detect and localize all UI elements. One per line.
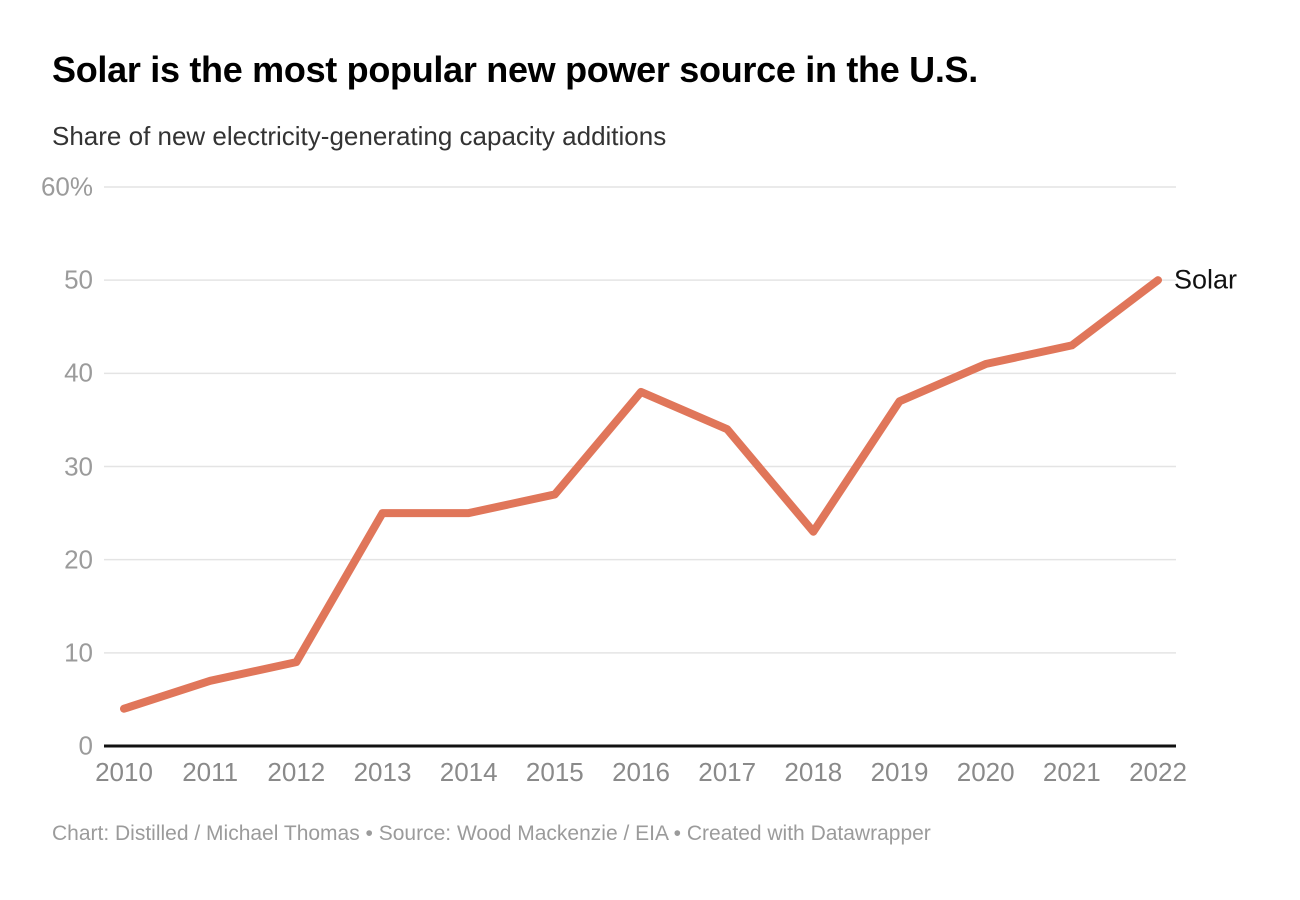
x-tick-label: 2017 xyxy=(698,757,757,787)
x-tick-label: 2015 xyxy=(525,757,584,787)
y-tick-label: 40 xyxy=(64,357,93,388)
x-tick-label: 2010 xyxy=(95,757,153,787)
x-tick-label: 2022 xyxy=(1129,757,1187,787)
y-tick-label: 50 xyxy=(64,264,93,295)
x-tick-label: 2011 xyxy=(182,757,239,787)
series-label-solar: Solar xyxy=(1174,264,1238,295)
y-tick-label: 10 xyxy=(64,637,93,668)
x-tick-label: 2013 xyxy=(353,757,412,787)
x-tick-label: 2021 xyxy=(1042,757,1101,787)
chart-footer: Chart: Distilled / Michael Thomas • Sour… xyxy=(52,822,931,845)
chart-subtitle: Share of new electricity-generating capa… xyxy=(52,121,667,151)
y-tick-label: 0 xyxy=(78,730,93,761)
x-tick-label: 2020 xyxy=(956,757,1015,787)
x-tick-label: 2012 xyxy=(267,757,326,787)
x-tick-label: 2018 xyxy=(784,757,843,787)
x-tick-label: 2014 xyxy=(439,757,498,787)
chart-title: Solar is the most popular new power sour… xyxy=(52,49,978,90)
y-tick-label: 60% xyxy=(40,171,93,202)
x-tick-label: 2016 xyxy=(612,757,670,787)
y-tick-label: 20 xyxy=(64,544,93,575)
x-tick-label: 2019 xyxy=(870,757,929,787)
solar-line xyxy=(120,276,1162,713)
y-tick-label: 30 xyxy=(64,451,93,481)
